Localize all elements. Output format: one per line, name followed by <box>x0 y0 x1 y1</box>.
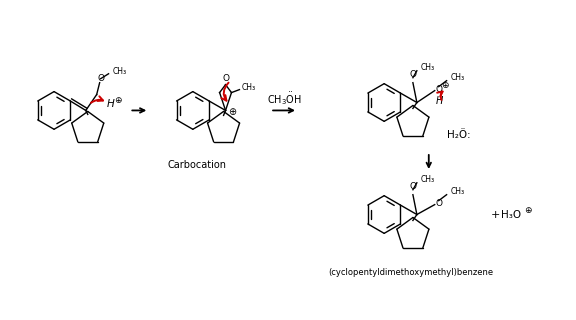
Text: CH₃: CH₃ <box>421 175 435 184</box>
Text: CH₃: CH₃ <box>112 67 127 76</box>
Text: O: O <box>435 85 442 94</box>
Text: ⊕: ⊕ <box>441 81 448 90</box>
Text: CH$_3\ddot{\rm O}$H: CH$_3\ddot{\rm O}$H <box>267 90 301 107</box>
Text: CH₃: CH₃ <box>241 83 256 92</box>
Text: H: H <box>436 96 444 106</box>
Text: ⊕: ⊕ <box>113 96 121 105</box>
Text: O: O <box>97 74 104 83</box>
Text: CH₃: CH₃ <box>450 187 465 196</box>
Text: O: O <box>410 182 416 191</box>
Text: O: O <box>410 70 416 79</box>
Text: ⊕: ⊕ <box>524 206 532 215</box>
Text: CH₃: CH₃ <box>421 63 435 72</box>
Text: ⊕: ⊕ <box>229 108 237 117</box>
Text: H: H <box>107 100 115 109</box>
Text: +: + <box>491 210 500 220</box>
Text: (cyclopentyldimethoxymethyl)benzene: (cyclopentyldimethoxymethyl)benzene <box>328 268 494 276</box>
Text: H₃O: H₃O <box>501 210 521 220</box>
Text: H₂Ö:: H₂Ö: <box>447 130 471 140</box>
Text: O: O <box>435 199 442 208</box>
Text: Carbocation: Carbocation <box>167 160 226 170</box>
Text: O: O <box>222 74 229 83</box>
Text: CH₃: CH₃ <box>450 73 465 82</box>
